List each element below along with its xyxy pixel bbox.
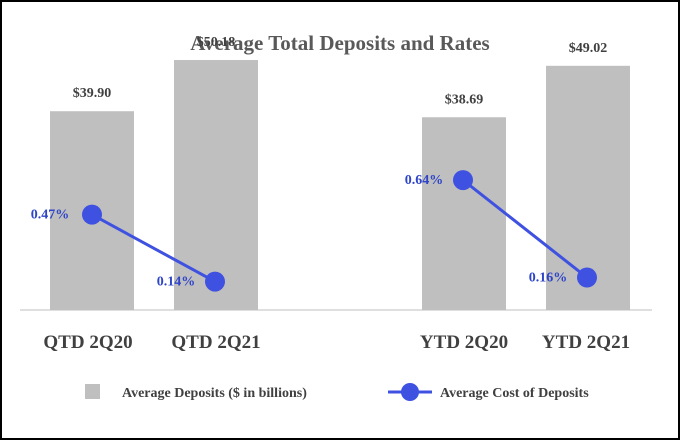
bar-value-label-1: $39.90	[73, 86, 112, 101]
x-tick-label-1: QTD 2Q20	[43, 332, 132, 353]
legend-marker-cost	[401, 383, 419, 401]
bar-value-label-2: $50.18	[197, 35, 236, 50]
cost-label-3: 0.64%	[405, 173, 444, 188]
bar-value-label-4: $49.02	[569, 41, 608, 56]
x-tick-label-3: YTD 2Q20	[420, 332, 508, 353]
cost-label-2: 0.14%	[157, 275, 196, 290]
bar-value-label-3: $38.69	[445, 92, 484, 107]
cost-point-1	[82, 204, 102, 225]
bar-3	[422, 117, 506, 311]
legend-swatch-deposits	[85, 384, 100, 399]
cost-point-3	[453, 170, 473, 191]
legend-label-cost: Average Cost of Deposits	[440, 386, 589, 401]
cost-point-2	[205, 271, 225, 292]
cost-label-4: 0.16%	[529, 271, 568, 286]
cost-point-4	[577, 267, 597, 288]
cost-label-1: 0.47%	[31, 208, 70, 223]
cost-line-segment-1	[91, 213, 216, 283]
x-tick-labels: QTD 2Q20 QTD 2Q21 YTD 2Q20 YTD 2Q21	[43, 332, 630, 353]
cost-line-segment-2	[462, 178, 588, 279]
x-tick-label-2: QTD 2Q21	[171, 332, 260, 353]
legend-label-deposits: Average Deposits ($ in billions)	[122, 386, 307, 401]
x-tick-label-4: YTD 2Q21	[542, 332, 630, 353]
chart-title: Average Total Deposits and Rates	[190, 31, 489, 55]
legend: Average Deposits ($ in billions) Average…	[85, 383, 589, 401]
lines-layer: 0.47% 0.14% 0.64% 0.16%	[31, 170, 597, 292]
